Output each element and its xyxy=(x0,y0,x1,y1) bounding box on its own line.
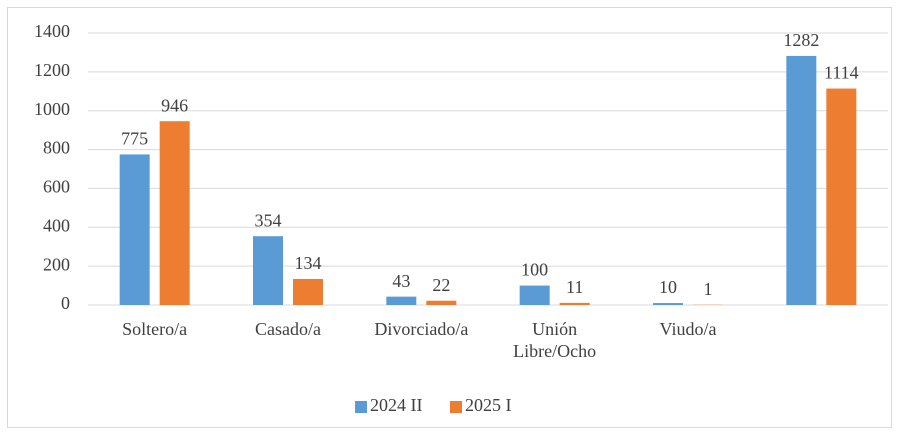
y-tick-label: 600 xyxy=(43,177,70,197)
value-label: 1114 xyxy=(824,63,859,83)
value-label: 354 xyxy=(255,210,282,230)
bar xyxy=(159,121,190,305)
x-tick-label: Unión Libre/Ocho xyxy=(513,319,596,361)
chart-frame xyxy=(7,7,892,428)
bar xyxy=(559,302,590,305)
bar xyxy=(653,303,683,305)
x-tick-line: Libre/Ocho xyxy=(513,341,596,361)
value-label: 775 xyxy=(121,129,148,149)
y-tick-label: 200 xyxy=(43,254,70,274)
bar xyxy=(786,55,817,305)
bar xyxy=(519,285,550,305)
legend-swatch xyxy=(450,401,462,413)
value-label: 1 xyxy=(704,279,713,299)
value-label: 946 xyxy=(161,95,188,115)
y-tick-label: 1400 xyxy=(34,21,70,41)
bar xyxy=(293,278,323,305)
y-tick-label: 0 xyxy=(61,293,70,313)
y-tick-label: 400 xyxy=(43,215,70,235)
bar xyxy=(119,154,150,305)
y-tick-label: 800 xyxy=(43,138,70,158)
value-label: 1282 xyxy=(783,30,819,50)
legend-swatch xyxy=(355,401,367,413)
bar xyxy=(386,296,417,305)
x-tick-label: Divorciado/a xyxy=(374,319,468,339)
bar xyxy=(426,300,457,305)
y-tick-label: 1200 xyxy=(34,60,70,80)
x-tick-label: Casado/a xyxy=(255,319,321,339)
x-tick-label: Soltero/a xyxy=(122,319,187,339)
value-label: 134 xyxy=(295,253,322,273)
bar xyxy=(826,88,857,306)
y-tick-label: 1000 xyxy=(34,99,70,119)
x-tick-line: Unión xyxy=(532,319,577,339)
value-label: 22 xyxy=(432,275,450,295)
value-label: 100 xyxy=(521,260,548,280)
value-label: 10 xyxy=(659,277,677,297)
x-tick-label: Viudo/a xyxy=(660,319,717,339)
value-label: 11 xyxy=(566,277,583,297)
value-label: 43 xyxy=(392,271,410,291)
legend-label: 2025 I xyxy=(465,395,512,415)
legend-label: 2024 II xyxy=(370,395,423,415)
bar xyxy=(253,236,283,305)
